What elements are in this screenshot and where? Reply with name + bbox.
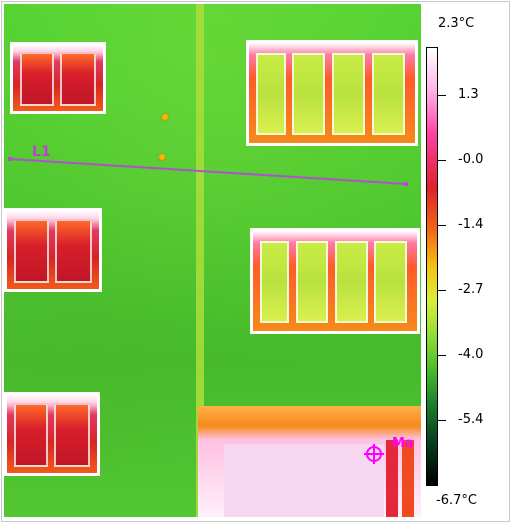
scale-tick xyxy=(438,225,446,226)
scale-tick xyxy=(438,290,446,291)
window-top-right xyxy=(246,40,418,146)
window-top-left xyxy=(10,42,106,114)
window-middle-right xyxy=(250,228,420,334)
scale-label: -2.7 xyxy=(458,282,484,297)
hot-spot xyxy=(159,154,165,160)
thermal-image[interactable]: L1 Ma xyxy=(4,4,421,517)
scale-tick xyxy=(438,95,446,96)
temperature-max: 2.3°C xyxy=(438,16,475,31)
window-bottom-left xyxy=(4,392,100,476)
line-label: L1 xyxy=(32,144,51,160)
scale-label: -0.0 xyxy=(458,152,484,167)
scale-label: -1.4 xyxy=(458,217,484,232)
building-column xyxy=(196,4,204,517)
crosshair-icon xyxy=(364,444,384,464)
marker-label: Ma xyxy=(392,436,414,451)
scale-label: 1.3 xyxy=(458,87,479,102)
window-middle-left xyxy=(4,208,102,292)
scale-tick xyxy=(438,160,446,161)
hot-spot xyxy=(162,114,168,120)
l1-measurement-line[interactable] xyxy=(4,4,421,517)
scale-label: -5.4 xyxy=(458,412,484,427)
storefront-bottom-right xyxy=(198,406,421,517)
scale-tick xyxy=(438,420,446,421)
temperature-min: -6.7°C xyxy=(436,493,477,508)
temperature-scale-bar xyxy=(426,47,438,486)
scale-label: -4.0 xyxy=(458,347,484,362)
scale-tick xyxy=(438,355,446,356)
